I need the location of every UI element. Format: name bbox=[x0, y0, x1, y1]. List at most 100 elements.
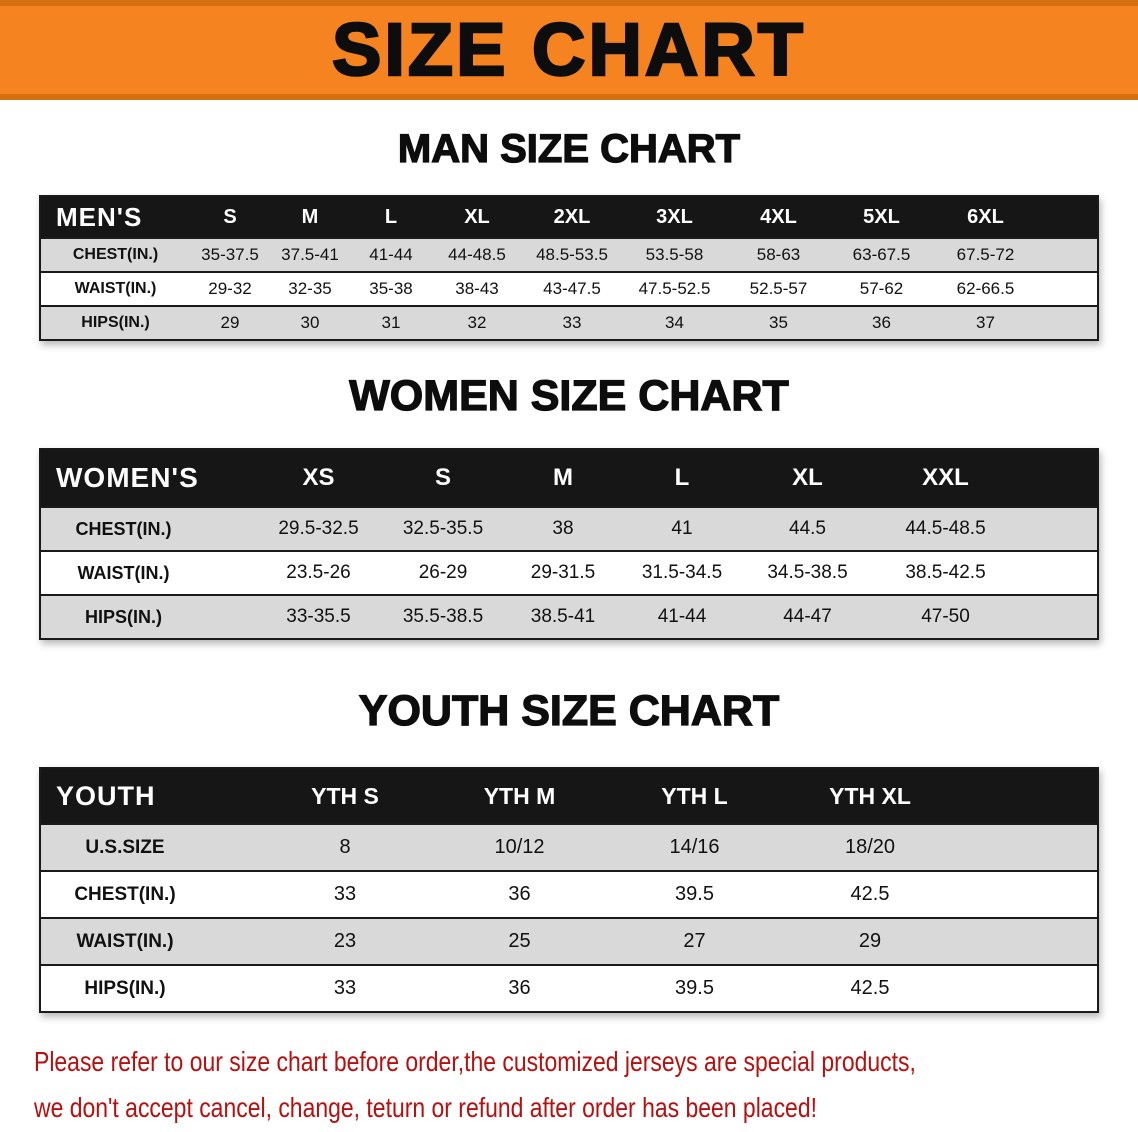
size-chart-banner: SIZE CHART bbox=[0, 0, 1138, 100]
table-cell: 34.5-38.5 bbox=[767, 562, 848, 583]
table-cell: 52.5-57 bbox=[749, 279, 808, 298]
size-column-header: XXL bbox=[873, 449, 1098, 507]
size-column-header: XL bbox=[432, 196, 522, 238]
table-cell: 29-31.5 bbox=[530, 562, 596, 583]
women-waist-row: WAIST(IN.) 23.5-26 26-29 29-31.5 31.5-34… bbox=[40, 551, 1098, 595]
size-column-header: L bbox=[622, 449, 742, 507]
row-label: WAIST(IN.) bbox=[74, 280, 157, 297]
table-cell: 39.5 bbox=[675, 977, 714, 999]
men-header-row: MEN'S S M L XL 2XL 3XL 4XL 5XL 6XL bbox=[40, 196, 1098, 238]
size-column-header: XL bbox=[742, 449, 873, 507]
row-label: CHEST(IN.) bbox=[72, 246, 159, 263]
size-column-header: 4XL bbox=[727, 196, 830, 238]
table-cell: 44-47 bbox=[783, 606, 832, 627]
disclaimer-line-1: Please refer to our size chart before or… bbox=[34, 1046, 916, 1077]
table-cell: 25 bbox=[508, 930, 531, 952]
disclaimer-line-2: we don't accept cancel, change, teturn o… bbox=[34, 1092, 817, 1123]
table-cell: 44.5 bbox=[789, 518, 826, 539]
youth-waist-row: WAIST(IN.) 23 25 27 29 bbox=[40, 918, 1098, 965]
table-cell: 33-35.5 bbox=[286, 606, 351, 627]
table-cell: 36 bbox=[872, 313, 891, 332]
men-section-heading: MAN SIZE CHART bbox=[397, 126, 741, 171]
table-cell: 29 bbox=[220, 313, 240, 332]
table-cell: 14/16 bbox=[669, 836, 720, 858]
row-label: CHEST(IN.) bbox=[75, 518, 172, 539]
table-cell: 39.5 bbox=[675, 883, 714, 905]
size-column-header: 5XL bbox=[830, 196, 933, 238]
size-column-header: YTH L bbox=[607, 768, 782, 824]
men-hips-row: HIPS(IN.) 29 30 31 32 33 34 35 36 37 bbox=[40, 306, 1098, 340]
table-cell: 27 bbox=[683, 930, 706, 952]
women-hips-row: HIPS(IN.) 33-35.5 35.5-38.5 38.5-41 41-4… bbox=[40, 595, 1098, 639]
row-label: HIPS(IN.) bbox=[81, 314, 150, 331]
men-waist-row: WAIST(IN.) 29-32 32-35 35-38 38-43 43-47… bbox=[40, 272, 1098, 306]
table-cell: 31 bbox=[381, 313, 401, 332]
table-cell: 32-35 bbox=[288, 279, 332, 298]
table-cell: 31.5-34.5 bbox=[641, 562, 723, 583]
size-column-header: S bbox=[190, 196, 270, 238]
table-cell: 37 bbox=[976, 313, 995, 332]
table-cell: 38-43 bbox=[455, 279, 499, 298]
table-cell: 8 bbox=[339, 836, 351, 858]
youth-size-table: YOUTH YTH S YTH M YTH L YTH XL U.S.SIZE … bbox=[39, 767, 1099, 1013]
table-cell: 33 bbox=[333, 883, 357, 905]
size-column-header: 2XL bbox=[522, 196, 622, 238]
table-cell: 36 bbox=[508, 977, 531, 999]
youth-section-heading: YOUTH SIZE CHART bbox=[358, 686, 780, 735]
banner-title: SIZE CHART bbox=[331, 8, 806, 91]
row-label: HIPS(IN.) bbox=[84, 977, 166, 999]
youth-chest-row: CHEST(IN.) 33 36 39.5 42.5 bbox=[40, 871, 1098, 918]
men-size-table: MEN'S S M L XL 2XL 3XL 4XL 5XL 6XL CHEST… bbox=[39, 195, 1099, 341]
table-cell: 29-32 bbox=[208, 279, 252, 298]
row-label: WAIST(IN.) bbox=[76, 930, 174, 952]
table-cell: 47-50 bbox=[921, 606, 970, 627]
youth-ussize-row: U.S.SIZE 8 10/12 14/16 18/20 bbox=[40, 824, 1098, 871]
table-cell: 33 bbox=[333, 977, 357, 999]
table-cell: 26-29 bbox=[418, 562, 468, 583]
table-cell: 35-38 bbox=[369, 279, 413, 298]
youth-hips-row: HIPS(IN.) 33 36 39.5 42.5 bbox=[40, 965, 1098, 1012]
table-cell: 30 bbox=[300, 313, 320, 332]
table-cell: 41-44 bbox=[369, 245, 413, 264]
table-cell: 38.5-41 bbox=[530, 606, 596, 627]
table-cell: 23.5-26 bbox=[286, 562, 351, 583]
size-column-header: 3XL bbox=[622, 196, 727, 238]
table-cell: 42.5 bbox=[850, 977, 890, 999]
size-column-header: YTH XL bbox=[782, 768, 1098, 824]
table-cell: 48.5-53.5 bbox=[536, 245, 608, 264]
table-cell: 47.5-52.5 bbox=[638, 279, 711, 298]
men-chest-row: CHEST(IN.) 35-37.5 37.5-41 41-44 44-48.5… bbox=[40, 238, 1098, 272]
size-column-header: M bbox=[270, 196, 350, 238]
table-cell: 32 bbox=[467, 313, 487, 332]
size-column-header: 6XL bbox=[933, 196, 1098, 238]
table-cell: 41-44 bbox=[657, 606, 707, 627]
size-column-header: XS bbox=[255, 449, 382, 507]
size-column-header: M bbox=[504, 449, 622, 507]
table-cell: 38.5-42.5 bbox=[905, 562, 986, 583]
table-cell: 32.5-35.5 bbox=[402, 518, 484, 539]
table-cell: 35 bbox=[769, 313, 788, 332]
size-column-header: YTH M bbox=[432, 768, 607, 824]
table-cell: 23 bbox=[333, 930, 357, 952]
table-cell: 44-48.5 bbox=[448, 245, 506, 264]
table-cell: 29 bbox=[858, 930, 882, 952]
table-cell: 58-63 bbox=[756, 245, 801, 264]
row-label: U.S.SIZE bbox=[85, 836, 165, 858]
table-cell: 33 bbox=[562, 313, 582, 332]
table-cell: 36 bbox=[508, 883, 531, 905]
table-cell: 38 bbox=[552, 518, 574, 539]
table-cell: 62-66.5 bbox=[956, 279, 1015, 298]
row-label: WAIST(IN.) bbox=[77, 562, 170, 583]
table-cell: 67.5-72 bbox=[956, 245, 1015, 264]
size-column-header: L bbox=[350, 196, 432, 238]
table-cell: 41 bbox=[671, 518, 693, 539]
table-cell: 42.5 bbox=[850, 883, 890, 905]
row-label: CHEST(IN.) bbox=[74, 883, 176, 905]
men-table-title: MEN'S bbox=[40, 196, 190, 238]
row-label: HIPS(IN.) bbox=[84, 606, 162, 627]
women-size-table: WOMEN'S XS S M L XL XXL CHEST(IN.) 29.5-… bbox=[39, 448, 1099, 640]
table-cell: 43-47.5 bbox=[543, 279, 601, 298]
table-cell: 44.5-48.5 bbox=[905, 518, 986, 539]
size-column-header: YTH S bbox=[258, 768, 432, 824]
women-table-title: WOMEN'S bbox=[40, 449, 255, 507]
